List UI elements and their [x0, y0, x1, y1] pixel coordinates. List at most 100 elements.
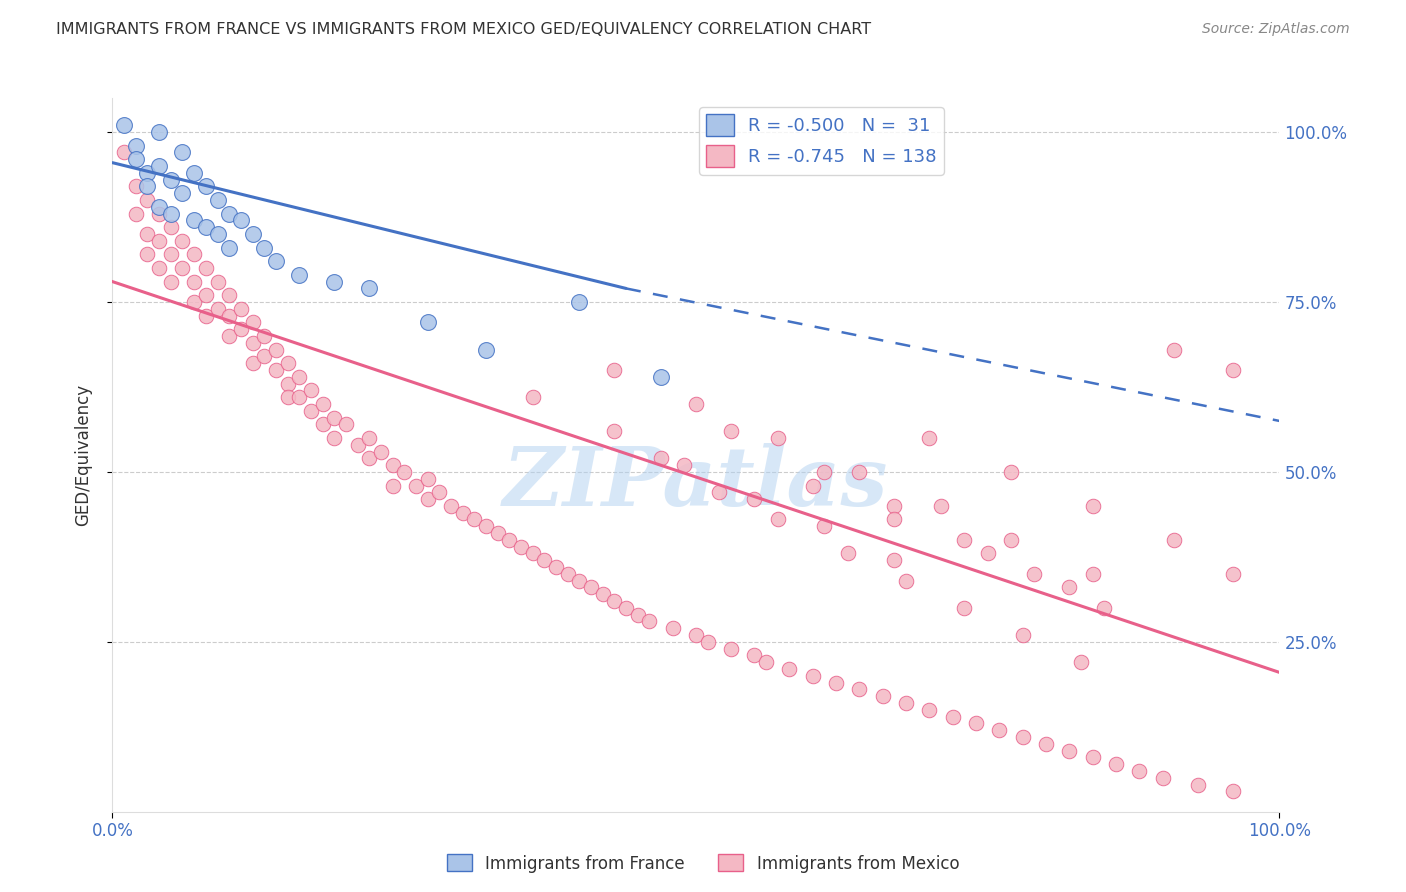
Point: [778, 662, 800, 676]
Point: [1070, 655, 1092, 669]
Point: [1011, 730, 1033, 744]
Point: [813, 519, 835, 533]
Point: [848, 465, 870, 479]
Point: [673, 458, 696, 472]
Point: [112, 145, 135, 160]
Point: [755, 655, 778, 669]
Point: [160, 220, 183, 235]
Point: [160, 275, 183, 289]
Point: [568, 295, 591, 310]
Point: [416, 472, 439, 486]
Point: [136, 166, 159, 180]
Point: [1163, 343, 1185, 357]
Point: [801, 669, 824, 683]
Point: [194, 309, 217, 323]
Point: [416, 492, 439, 507]
Point: [766, 512, 789, 526]
Point: [1000, 533, 1022, 547]
Point: [405, 478, 427, 492]
Point: [486, 526, 509, 541]
Point: [346, 438, 368, 452]
Point: [883, 553, 905, 567]
Point: [918, 703, 941, 717]
Point: [1081, 566, 1104, 581]
Point: [557, 566, 579, 581]
Point: [1222, 784, 1244, 798]
Point: [544, 560, 567, 574]
Point: [568, 574, 591, 588]
Point: [392, 465, 416, 479]
Point: [264, 343, 287, 357]
Point: [335, 417, 357, 432]
Point: [603, 424, 626, 438]
Point: [194, 260, 217, 275]
Point: [650, 451, 672, 466]
Point: [194, 220, 217, 235]
Point: [207, 227, 229, 241]
Point: [253, 241, 276, 255]
Point: [172, 260, 194, 275]
Point: [661, 621, 683, 635]
Point: [136, 193, 159, 207]
Point: [1092, 600, 1115, 615]
Legend: R = -0.500   N =  31, R = -0.745   N = 138: R = -0.500 N = 31, R = -0.745 N = 138: [699, 107, 943, 175]
Point: [323, 410, 346, 425]
Point: [148, 234, 170, 248]
Point: [229, 213, 252, 227]
Point: [253, 329, 276, 343]
Point: [614, 600, 637, 615]
Point: [1163, 533, 1185, 547]
Point: [929, 499, 952, 513]
Point: [370, 444, 392, 458]
Point: [1000, 465, 1022, 479]
Point: [883, 499, 905, 513]
Point: [276, 390, 298, 404]
Point: [183, 213, 205, 227]
Point: [359, 281, 381, 295]
Point: [148, 159, 170, 173]
Point: [218, 288, 240, 302]
Point: [883, 512, 905, 526]
Point: [416, 315, 439, 329]
Point: [172, 186, 194, 201]
Point: [288, 369, 311, 384]
Point: [1011, 628, 1033, 642]
Point: [942, 709, 965, 723]
Point: [264, 254, 287, 268]
Point: [592, 587, 614, 601]
Point: [359, 451, 381, 466]
Point: [218, 207, 240, 221]
Point: [242, 335, 264, 350]
Point: [207, 275, 229, 289]
Point: [463, 512, 485, 526]
Point: [522, 546, 544, 560]
Point: [1081, 750, 1104, 764]
Point: [242, 227, 264, 241]
Point: [160, 172, 183, 186]
Point: [894, 696, 917, 710]
Point: [218, 329, 240, 343]
Point: [837, 546, 859, 560]
Point: [381, 478, 404, 492]
Point: [194, 179, 217, 194]
Point: [813, 465, 835, 479]
Point: [276, 356, 298, 370]
Point: [183, 166, 205, 180]
Point: [160, 247, 183, 261]
Point: [253, 350, 276, 364]
Point: [1035, 737, 1057, 751]
Point: [509, 540, 531, 554]
Point: [1128, 764, 1150, 778]
Point: [696, 635, 718, 649]
Point: [953, 533, 976, 547]
Point: [125, 179, 148, 194]
Point: [801, 478, 824, 492]
Point: [872, 689, 894, 703]
Point: [218, 241, 240, 255]
Point: [498, 533, 520, 547]
Point: [440, 499, 463, 513]
Point: [148, 260, 170, 275]
Point: [264, 363, 287, 377]
Point: [136, 247, 159, 261]
Point: [381, 458, 404, 472]
